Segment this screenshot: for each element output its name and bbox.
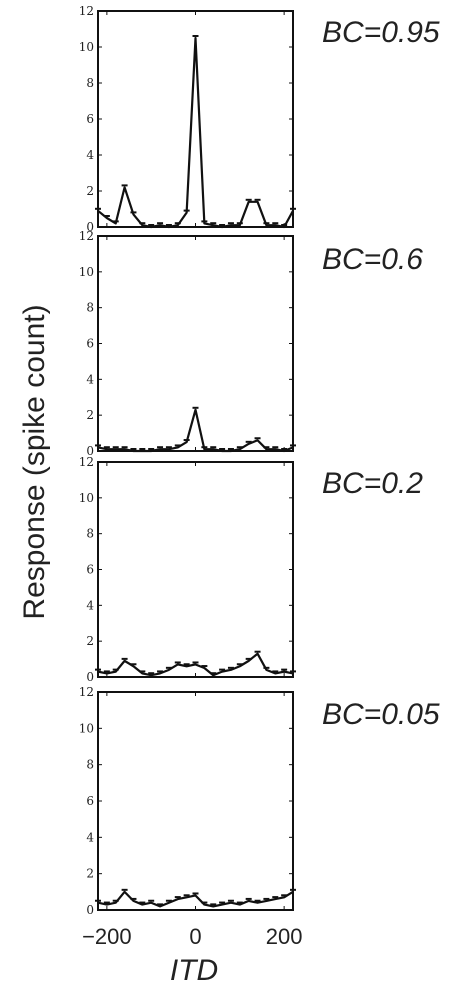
y-tick-label: 4 (86, 830, 94, 844)
y-tick-label: 12 (79, 229, 94, 243)
series-line (97, 890, 294, 908)
plot-frame (97, 235, 294, 452)
y-tick-label: 8 (86, 301, 94, 315)
y-tick-label: 12 (79, 685, 94, 699)
y-tick-label: 2 (86, 634, 94, 648)
y-tick-label: 12 (79, 455, 94, 469)
y-tick-label: 0 (86, 220, 94, 234)
panel-label: BC=0.05 (322, 698, 440, 731)
panel-label: BC=0.2 (322, 467, 423, 500)
y-tick-label: 6 (86, 337, 94, 351)
plot-frame (97, 691, 294, 911)
y-tick-label: 4 (86, 148, 94, 162)
panel-label: BC=0.95 (322, 16, 440, 49)
y-tick-label: 8 (86, 758, 94, 772)
panel-4: 0 2 4 6 8 10 12 BC=0.05 (79, 685, 440, 917)
panel-label: BC=0.6 (322, 243, 423, 276)
panel-3: 0 2 4 6 8 10 12 BC=0.2 (79, 455, 423, 684)
panel-2: 0 2 4 6 8 10 12 BC=0.6 (79, 229, 423, 458)
y-tick-label: 12 (79, 4, 94, 18)
y-tick-label: 2 (86, 867, 94, 881)
panel-1: 0 2 4 6 8 10 12 BC=0.95 (79, 4, 440, 234)
plot-frame (97, 461, 294, 678)
y-tick-label: 2 (86, 184, 94, 198)
y-tick-label: 2 (86, 408, 94, 422)
y-tick-label: 8 (86, 527, 94, 541)
x-tick-label: 200 (266, 924, 303, 949)
y-tick-label: 10 (79, 40, 94, 54)
series-line (97, 652, 294, 677)
y-tick-label: 10 (79, 491, 94, 505)
y-tick-label: 6 (86, 112, 94, 126)
y-tick-label: 10 (79, 265, 94, 279)
x-axis-label: ITD (170, 954, 218, 987)
y-tick-label: 4 (86, 598, 94, 612)
y-tick-label: 6 (86, 563, 94, 577)
panels: 0 2 4 6 8 10 12 BC=0.95 0 2 4 6 8 10 12 BC=0.6 0 2 4 6 8 10 12… (79, 4, 440, 949)
y-tick-label: 4 (86, 372, 94, 386)
series-line (97, 408, 294, 453)
y-tick-label: 10 (79, 721, 94, 735)
y-tick-label: 0 (86, 670, 94, 684)
y-tick-label: 0 (86, 444, 94, 458)
series-line (97, 36, 294, 229)
x-tick-label: −200 (82, 924, 132, 949)
y-tick-label: 0 (86, 903, 94, 917)
x-tick-label: 0 (189, 924, 201, 949)
x-axis-ticks: −200 0 200 (82, 924, 302, 949)
y-tick-label: 8 (86, 76, 94, 90)
y-axis-label: Response (spike count) (18, 304, 51, 619)
y-tick-label: 6 (86, 794, 94, 808)
